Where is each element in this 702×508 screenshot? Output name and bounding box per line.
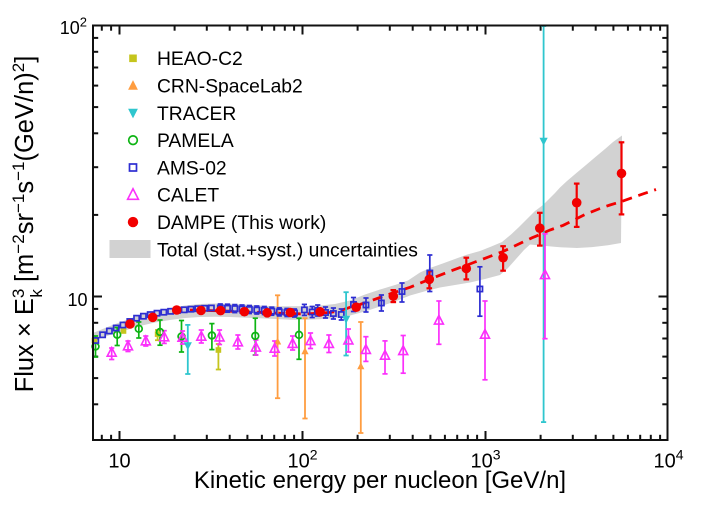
svg-text:Total (stat.+syst.) uncertaint: Total (stat.+syst.) uncertainties — [157, 240, 418, 261]
svg-text:TRACER: TRACER — [157, 104, 236, 125]
svg-text:10: 10 — [108, 451, 130, 473]
svg-text:AMS-02: AMS-02 — [157, 158, 227, 179]
svg-text:DAMPE (This work): DAMPE (This work) — [157, 213, 326, 234]
svg-text:CALET: CALET — [157, 186, 219, 207]
svg-text:CRN-SpaceLab2: CRN-SpaceLab2 — [157, 77, 303, 98]
svg-text:10: 10 — [67, 290, 87, 310]
svg-text:Kinetic energy per nucleon [Ge: Kinetic energy per nucleon [GeV/n] — [194, 467, 566, 494]
svg-text:HEAO-C2: HEAO-C2 — [157, 49, 243, 70]
svg-text:PAMELA: PAMELA — [157, 131, 234, 152]
